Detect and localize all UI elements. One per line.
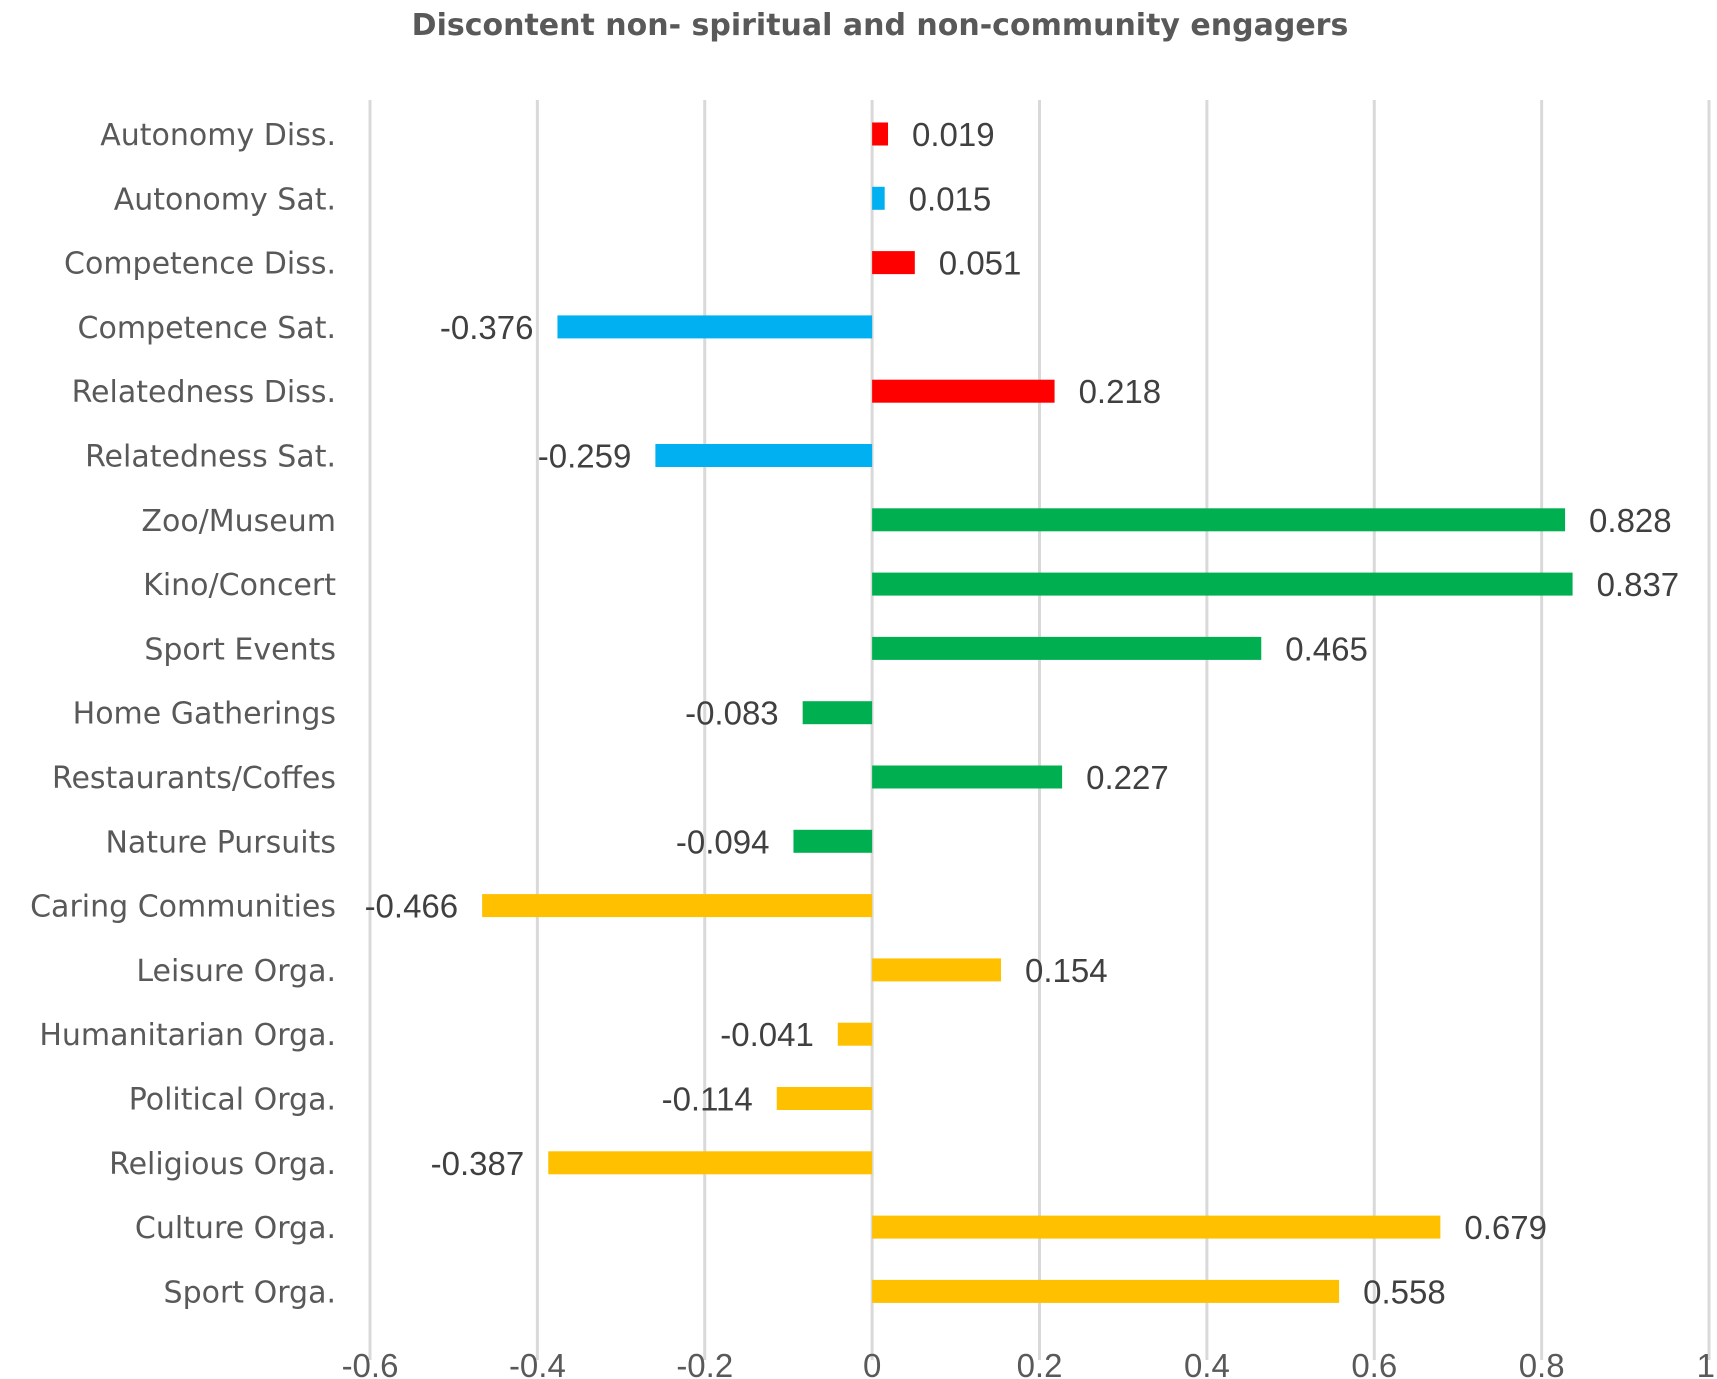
- category-label-nature-pursuits: Nature Pursuits: [105, 825, 336, 860]
- bar-sport-events: [872, 636, 1262, 660]
- bar-relatedness-diss: [872, 379, 1055, 403]
- data-label-competence-sat: -0.376: [440, 309, 534, 346]
- category-label-sport-events: Sport Events: [144, 632, 336, 667]
- bar-caring-communities: [482, 894, 873, 918]
- category-label-autonomy-sat: Autonomy Sat.: [114, 182, 336, 217]
- bar-zoo-museum: [872, 508, 1566, 532]
- data-label-sport-events: 0.465: [1285, 630, 1368, 667]
- x-tick-label: -0.4: [509, 1347, 566, 1379]
- x-tick-label: 0.8: [1519, 1347, 1565, 1379]
- category-label-relatedness-sat: Relatedness Sat.: [85, 440, 336, 475]
- bar-kino-concert: [872, 572, 1573, 596]
- category-label-kino-concert: Kino/Concert: [143, 568, 336, 603]
- bar-autonomy-sat: [872, 186, 885, 210]
- x-tick-label: 1: [1697, 1347, 1715, 1379]
- data-label-kino-concert: 0.837: [1597, 566, 1680, 603]
- bar-competence-sat: [557, 315, 873, 339]
- bar-culture-orga: [872, 1215, 1441, 1239]
- category-label-competence-diss: Competence Diss.: [64, 247, 336, 282]
- category-label-home-gatherings: Home Gatherings: [73, 697, 336, 732]
- data-label-autonomy-sat: 0.015: [909, 180, 992, 217]
- bar-autonomy-diss: [872, 122, 889, 146]
- category-label-political-orga: Political Orga.: [129, 1083, 336, 1118]
- x-tick-label: 0.4: [1184, 1347, 1230, 1379]
- bar-restaurants-coffes: [872, 765, 1063, 789]
- category-labels: Autonomy Diss. Autonomy Sat. Competence Di…: [30, 118, 336, 1310]
- data-label-competence-diss: 0.051: [939, 245, 1022, 282]
- category-label-religious-orga: Religious Orga.: [109, 1147, 336, 1182]
- category-label-caring-communities: Caring Communities: [30, 890, 336, 925]
- data-label-restaurants-coffes: 0.227: [1086, 759, 1169, 796]
- data-label-caring-communities: -0.466: [365, 888, 459, 925]
- bars: [482, 122, 1573, 1303]
- data-label-zoo-museum: 0.828: [1589, 502, 1672, 539]
- category-label-zoo-museum: Zoo/Museum: [141, 504, 336, 539]
- gridlines: [368, 100, 1711, 1360]
- category-label-culture-orga: Culture Orga.: [135, 1211, 336, 1246]
- category-label-competence-sat: Competence Sat.: [78, 311, 336, 346]
- data-label-relatedness-diss: 0.218: [1079, 373, 1162, 410]
- category-label-sport-orga: Sport Orga.: [164, 1275, 336, 1310]
- data-label-humanitarian-orga: -0.041: [720, 1016, 814, 1053]
- x-tick-label: 0: [863, 1347, 881, 1379]
- bar-sport-orga: [872, 1279, 1340, 1303]
- x-tick-label: 0.6: [1351, 1347, 1397, 1379]
- x-tick-label: -0.2: [676, 1347, 733, 1379]
- data-label-religious-orga: -0.387: [431, 1145, 525, 1182]
- category-label-relatedness-diss: Relatedness Diss.: [72, 375, 336, 410]
- data-labels: 0.019 0.015 0.051 -0.376 0.218 -0.259 0.828 0.8…: [365, 116, 1680, 1310]
- bar-humanitarian-orga: [837, 1022, 873, 1046]
- bar-leisure-orga: [872, 958, 1002, 982]
- data-label-political-orga: -0.114: [662, 1081, 753, 1118]
- bar-political-orga: [776, 1087, 873, 1110]
- bar-relatedness-sat: [655, 444, 873, 467]
- data-label-sport-orga: 0.558: [1363, 1273, 1446, 1310]
- data-label-relatedness-sat: -0.259: [538, 438, 632, 475]
- chart-title: Discontent non- spiritual and non-commun…: [412, 8, 1349, 43]
- x-tick-label: 0.2: [1017, 1347, 1063, 1379]
- bar-nature-pursuits: [793, 829, 873, 853]
- bar-home-gatherings: [802, 701, 873, 725]
- data-label-culture-orga: 0.679: [1464, 1209, 1547, 1246]
- bar-religious-orga: [548, 1151, 873, 1175]
- data-label-leisure-orga: 0.154: [1025, 952, 1108, 989]
- data-label-home-gatherings: -0.083: [685, 695, 779, 732]
- x-tick-label: -0.6: [342, 1347, 399, 1379]
- category-label-leisure-orga: Leisure Orga.: [136, 954, 336, 989]
- category-label-humanitarian-orga: Humanitarian Orga.: [39, 1018, 336, 1053]
- bar-competence-diss: [872, 251, 915, 275]
- x-axis-tick-labels: -0.6 -0.4 -0.2 0 0.2 0.4 0.6 0.8 1: [342, 1347, 1715, 1379]
- category-label-restaurants-coffes: Restaurants/Coffes: [52, 761, 336, 796]
- data-label-nature-pursuits: -0.094: [676, 823, 770, 860]
- category-label-autonomy-diss: Autonomy Diss.: [100, 118, 336, 153]
- data-label-autonomy-diss: 0.019: [912, 116, 995, 153]
